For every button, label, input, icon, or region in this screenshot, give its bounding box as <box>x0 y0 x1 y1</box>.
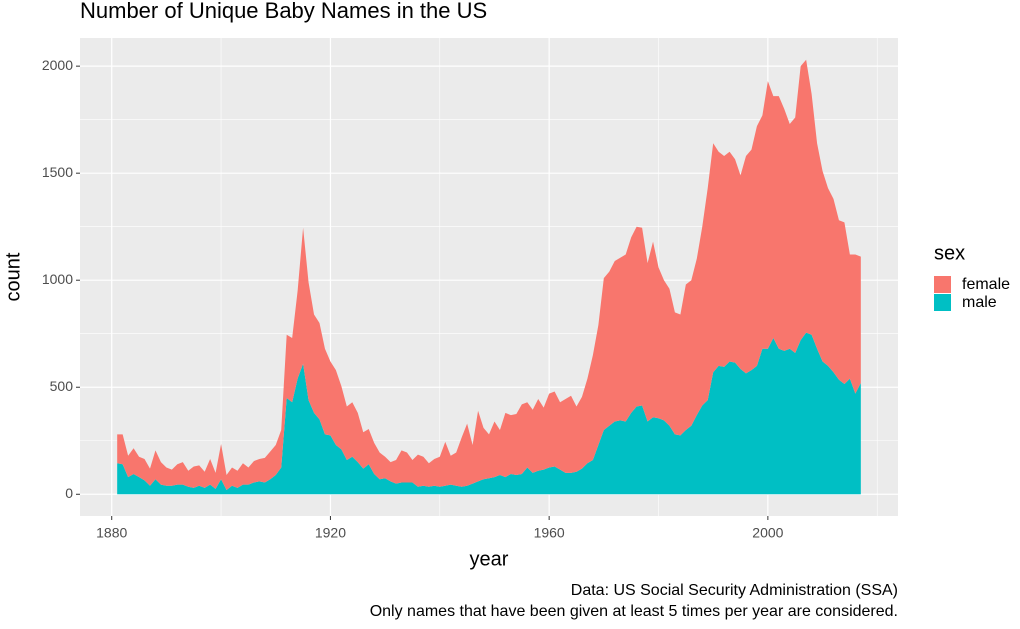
x-axis-title: year <box>470 548 509 570</box>
y-tick-label: 0 <box>65 485 73 501</box>
caption: Data: US Social Security Administration … <box>571 582 898 599</box>
legend-title: sex <box>934 242 965 264</box>
x-tick-label: 1920 <box>315 525 346 541</box>
legend-key <box>934 276 951 293</box>
y-axis-title: count <box>2 252 24 301</box>
area <box>117 59 861 490</box>
x-tick-label: 2000 <box>752 525 783 541</box>
chart-title: Number of Unique Baby Names in the US <box>80 0 487 23</box>
caption: Only names that have been given at least… <box>370 603 898 620</box>
y-tick-label: 2000 <box>42 57 73 73</box>
legend-label: female <box>962 276 1010 293</box>
x-tick-label: 1880 <box>96 525 127 541</box>
x-tick-label: 1960 <box>534 525 565 541</box>
y-tick-label: 1500 <box>42 164 73 180</box>
legend-key <box>934 294 951 311</box>
area <box>117 332 861 495</box>
y-tick-label: 500 <box>50 378 74 394</box>
legend-label: male <box>962 294 997 311</box>
y-tick-label: 1000 <box>42 271 73 287</box>
